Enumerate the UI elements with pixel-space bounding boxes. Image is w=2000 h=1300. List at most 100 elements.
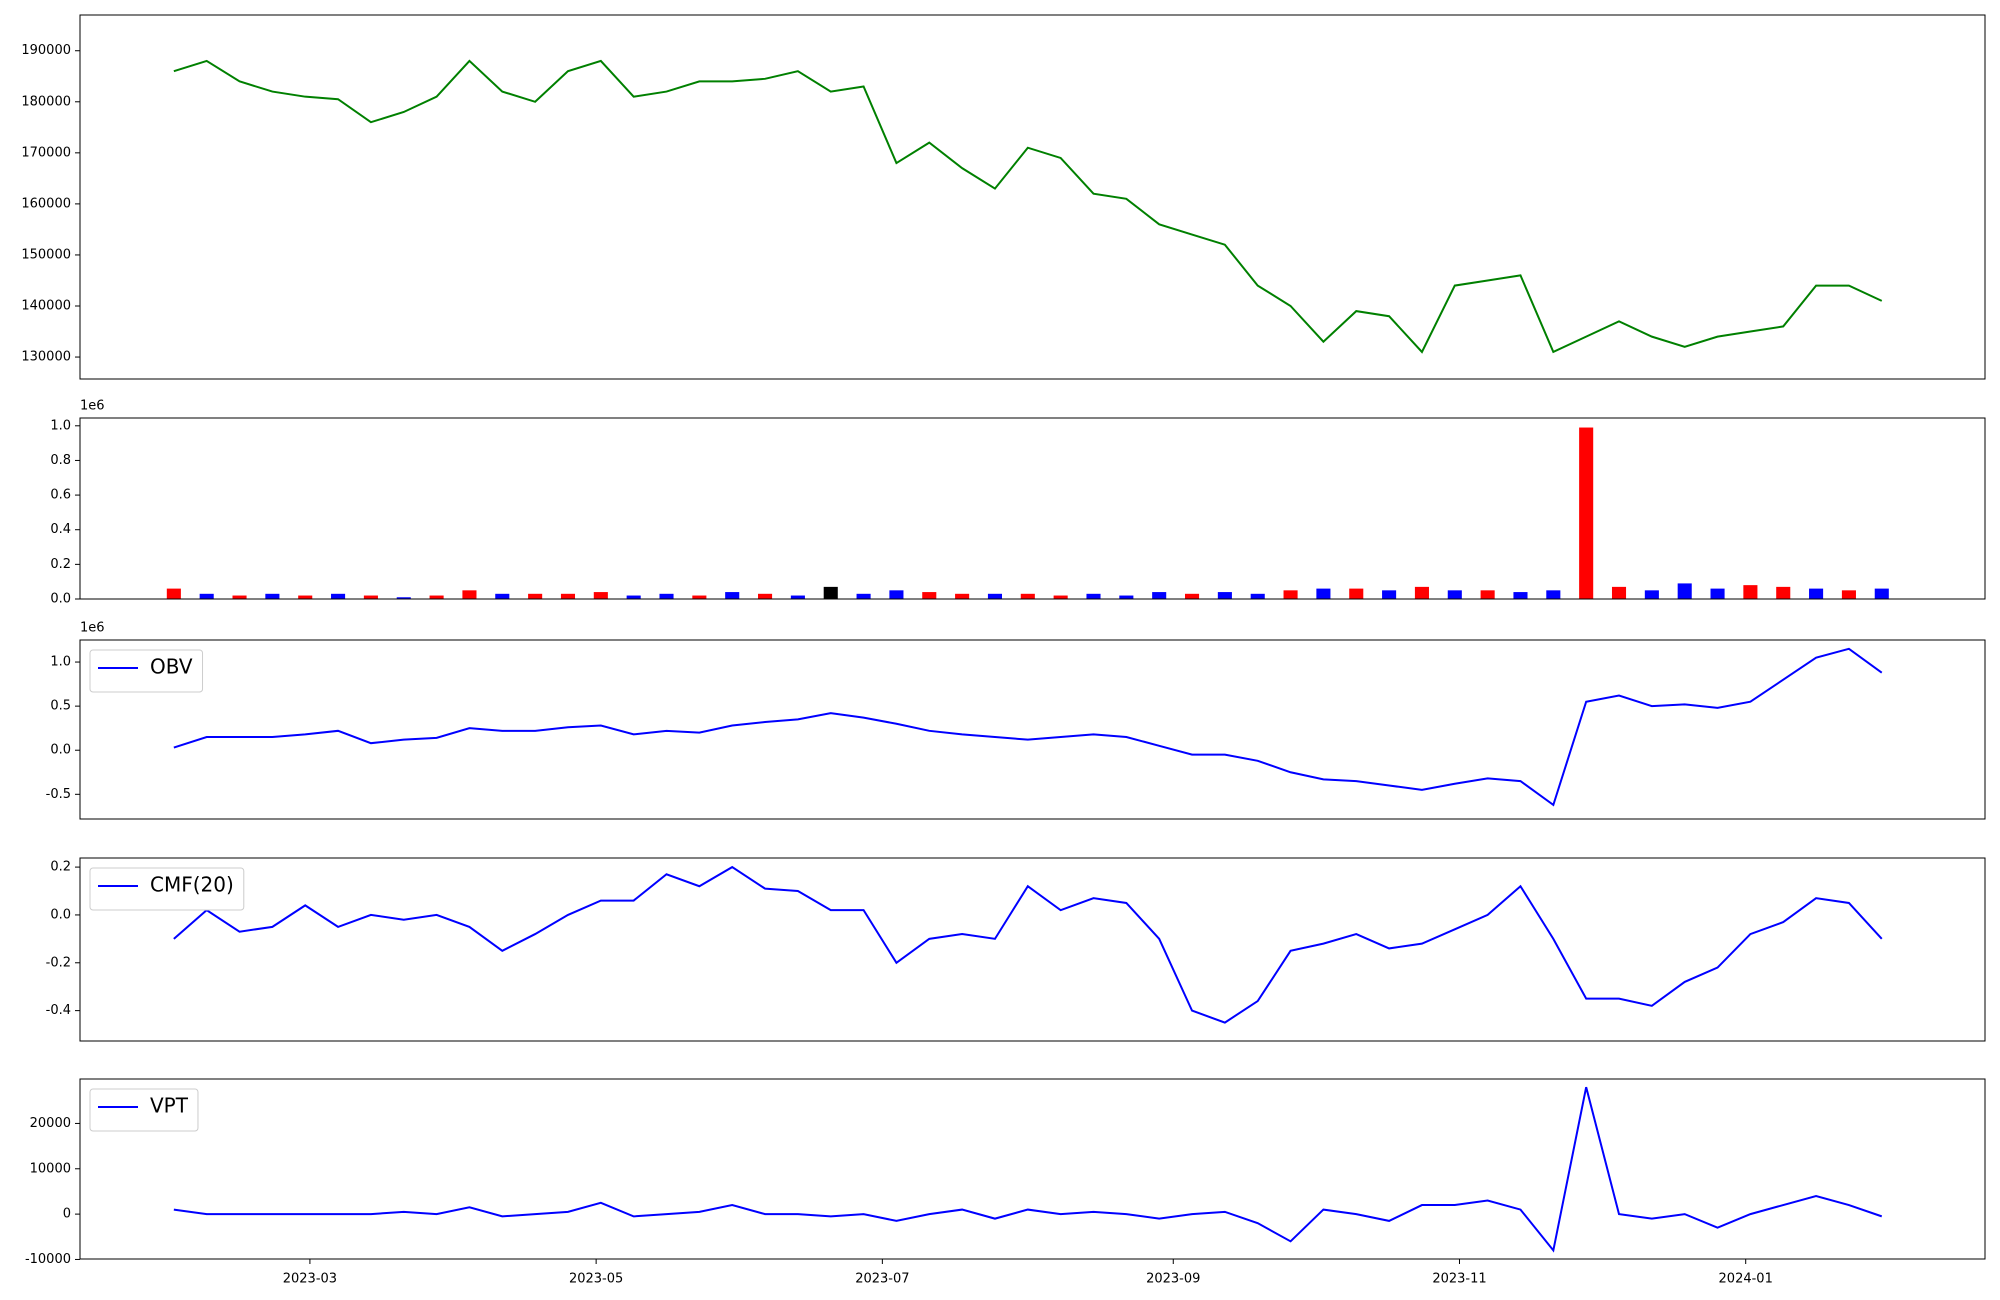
bar [1184,593,1200,599]
bar [1611,586,1627,599]
bar [1776,586,1791,599]
bar [692,595,707,599]
bar [495,593,510,599]
series-line [173,865,1883,1024]
bar [626,595,641,599]
axes-frame [79,857,1986,1042]
y-tick-label: 150000 [21,247,71,262]
legend-box [89,1088,199,1132]
y-tick-label: 170000 [21,145,71,160]
bar [1447,590,1462,599]
bar [528,593,543,599]
legend-label: OBV [150,655,193,679]
y-tick-label: 0.6 [50,488,71,503]
bar [1874,588,1889,599]
bar [1644,590,1659,599]
bar [1152,592,1167,599]
bar [232,595,247,599]
legend-box [89,649,204,693]
bar [659,593,674,599]
bar [1414,586,1429,599]
bar [166,588,181,599]
x-tick-label: 2023-09 [1146,1272,1200,1287]
panel: -0.4 -0.2 0.0 0.2 CMF(20) [46,857,1986,1042]
bar [889,590,904,599]
panel: 130000 140000 150000 160000 170000 180000 1900… [21,14,1986,380]
bar [1020,593,1035,599]
plot-area [166,427,1889,599]
bar [1217,592,1232,599]
x-tick-label: 2023-03 [283,1272,337,1287]
panel: -10000 0 10000 20000 2023-03 2023-05 2023-07 20… [25,1078,1986,1287]
bar [265,593,280,599]
y-tick-label: -0.2 [46,955,71,970]
bar [1480,590,1495,599]
bar [593,592,608,599]
y-tick-label: 0.0 [50,592,71,607]
bar [429,595,444,599]
y-tick-label: 0.8 [50,453,71,468]
axes-frame [79,14,1986,380]
bar [331,593,346,599]
bar [199,593,214,599]
y-tick-label: 190000 [21,43,71,58]
y-tick-label: 0.0 [50,907,71,922]
y-tick-label: 0.4 [50,522,71,537]
y-tick-label: 180000 [21,94,71,109]
y-tick-label: 0.2 [50,557,71,572]
legend: OBV [89,649,204,693]
legend: VPT [89,1088,199,1132]
bar [1349,588,1364,599]
series-line [173,1086,1883,1253]
y-tick-label: 1.0 [50,418,71,433]
y-tick-label: 0.2 [50,860,71,875]
bar [396,597,411,599]
bar [1316,588,1331,599]
bar [1710,588,1725,599]
legend-box [89,867,245,911]
bar [823,586,838,599]
bar [790,595,805,599]
offset-text: 1e6 [80,399,105,414]
bar [1119,595,1134,599]
bar [560,593,576,599]
bar [955,593,970,599]
plot-area [173,1086,1883,1253]
y-tick-label: 10000 [30,1161,71,1176]
bar [298,595,313,599]
plot-area [173,59,1883,354]
legend-label: CMF(20) [150,873,234,897]
y-tick-label: 0.5 [50,699,71,714]
bar [1382,590,1397,599]
x-tick-label: 2024-01 [1719,1272,1773,1287]
bar [462,590,477,599]
bar [856,593,871,599]
bar [1677,583,1692,599]
x-tick-label: 2023-11 [1432,1272,1486,1287]
bar [1809,588,1824,599]
bar [1086,593,1101,599]
x-tick-label: 2023-05 [569,1272,623,1287]
legend: CMF(20) [89,867,245,911]
bar [1579,427,1594,599]
y-tick-label: 130000 [21,350,71,365]
panel: -0.5 0.0 0.5 1.0 1e6 OBV [46,621,1986,820]
y-tick-label: 20000 [30,1116,71,1131]
bar [1546,590,1561,599]
series-line [173,647,1883,807]
price-line [173,59,1883,354]
y-tick-label: -0.5 [46,787,71,802]
bar [922,592,937,599]
bar [1841,590,1856,599]
y-tick-label: -0.4 [46,1003,71,1018]
bar [725,592,740,599]
y-tick-label: 140000 [21,298,71,313]
x-tick-label: 2023-07 [855,1272,909,1287]
bar [1053,595,1068,599]
bar [1513,592,1528,599]
axes-frame [79,1078,1986,1260]
y-tick-label: -10000 [25,1252,71,1267]
bar [1743,585,1758,599]
y-tick-label: 0 [63,1207,71,1222]
